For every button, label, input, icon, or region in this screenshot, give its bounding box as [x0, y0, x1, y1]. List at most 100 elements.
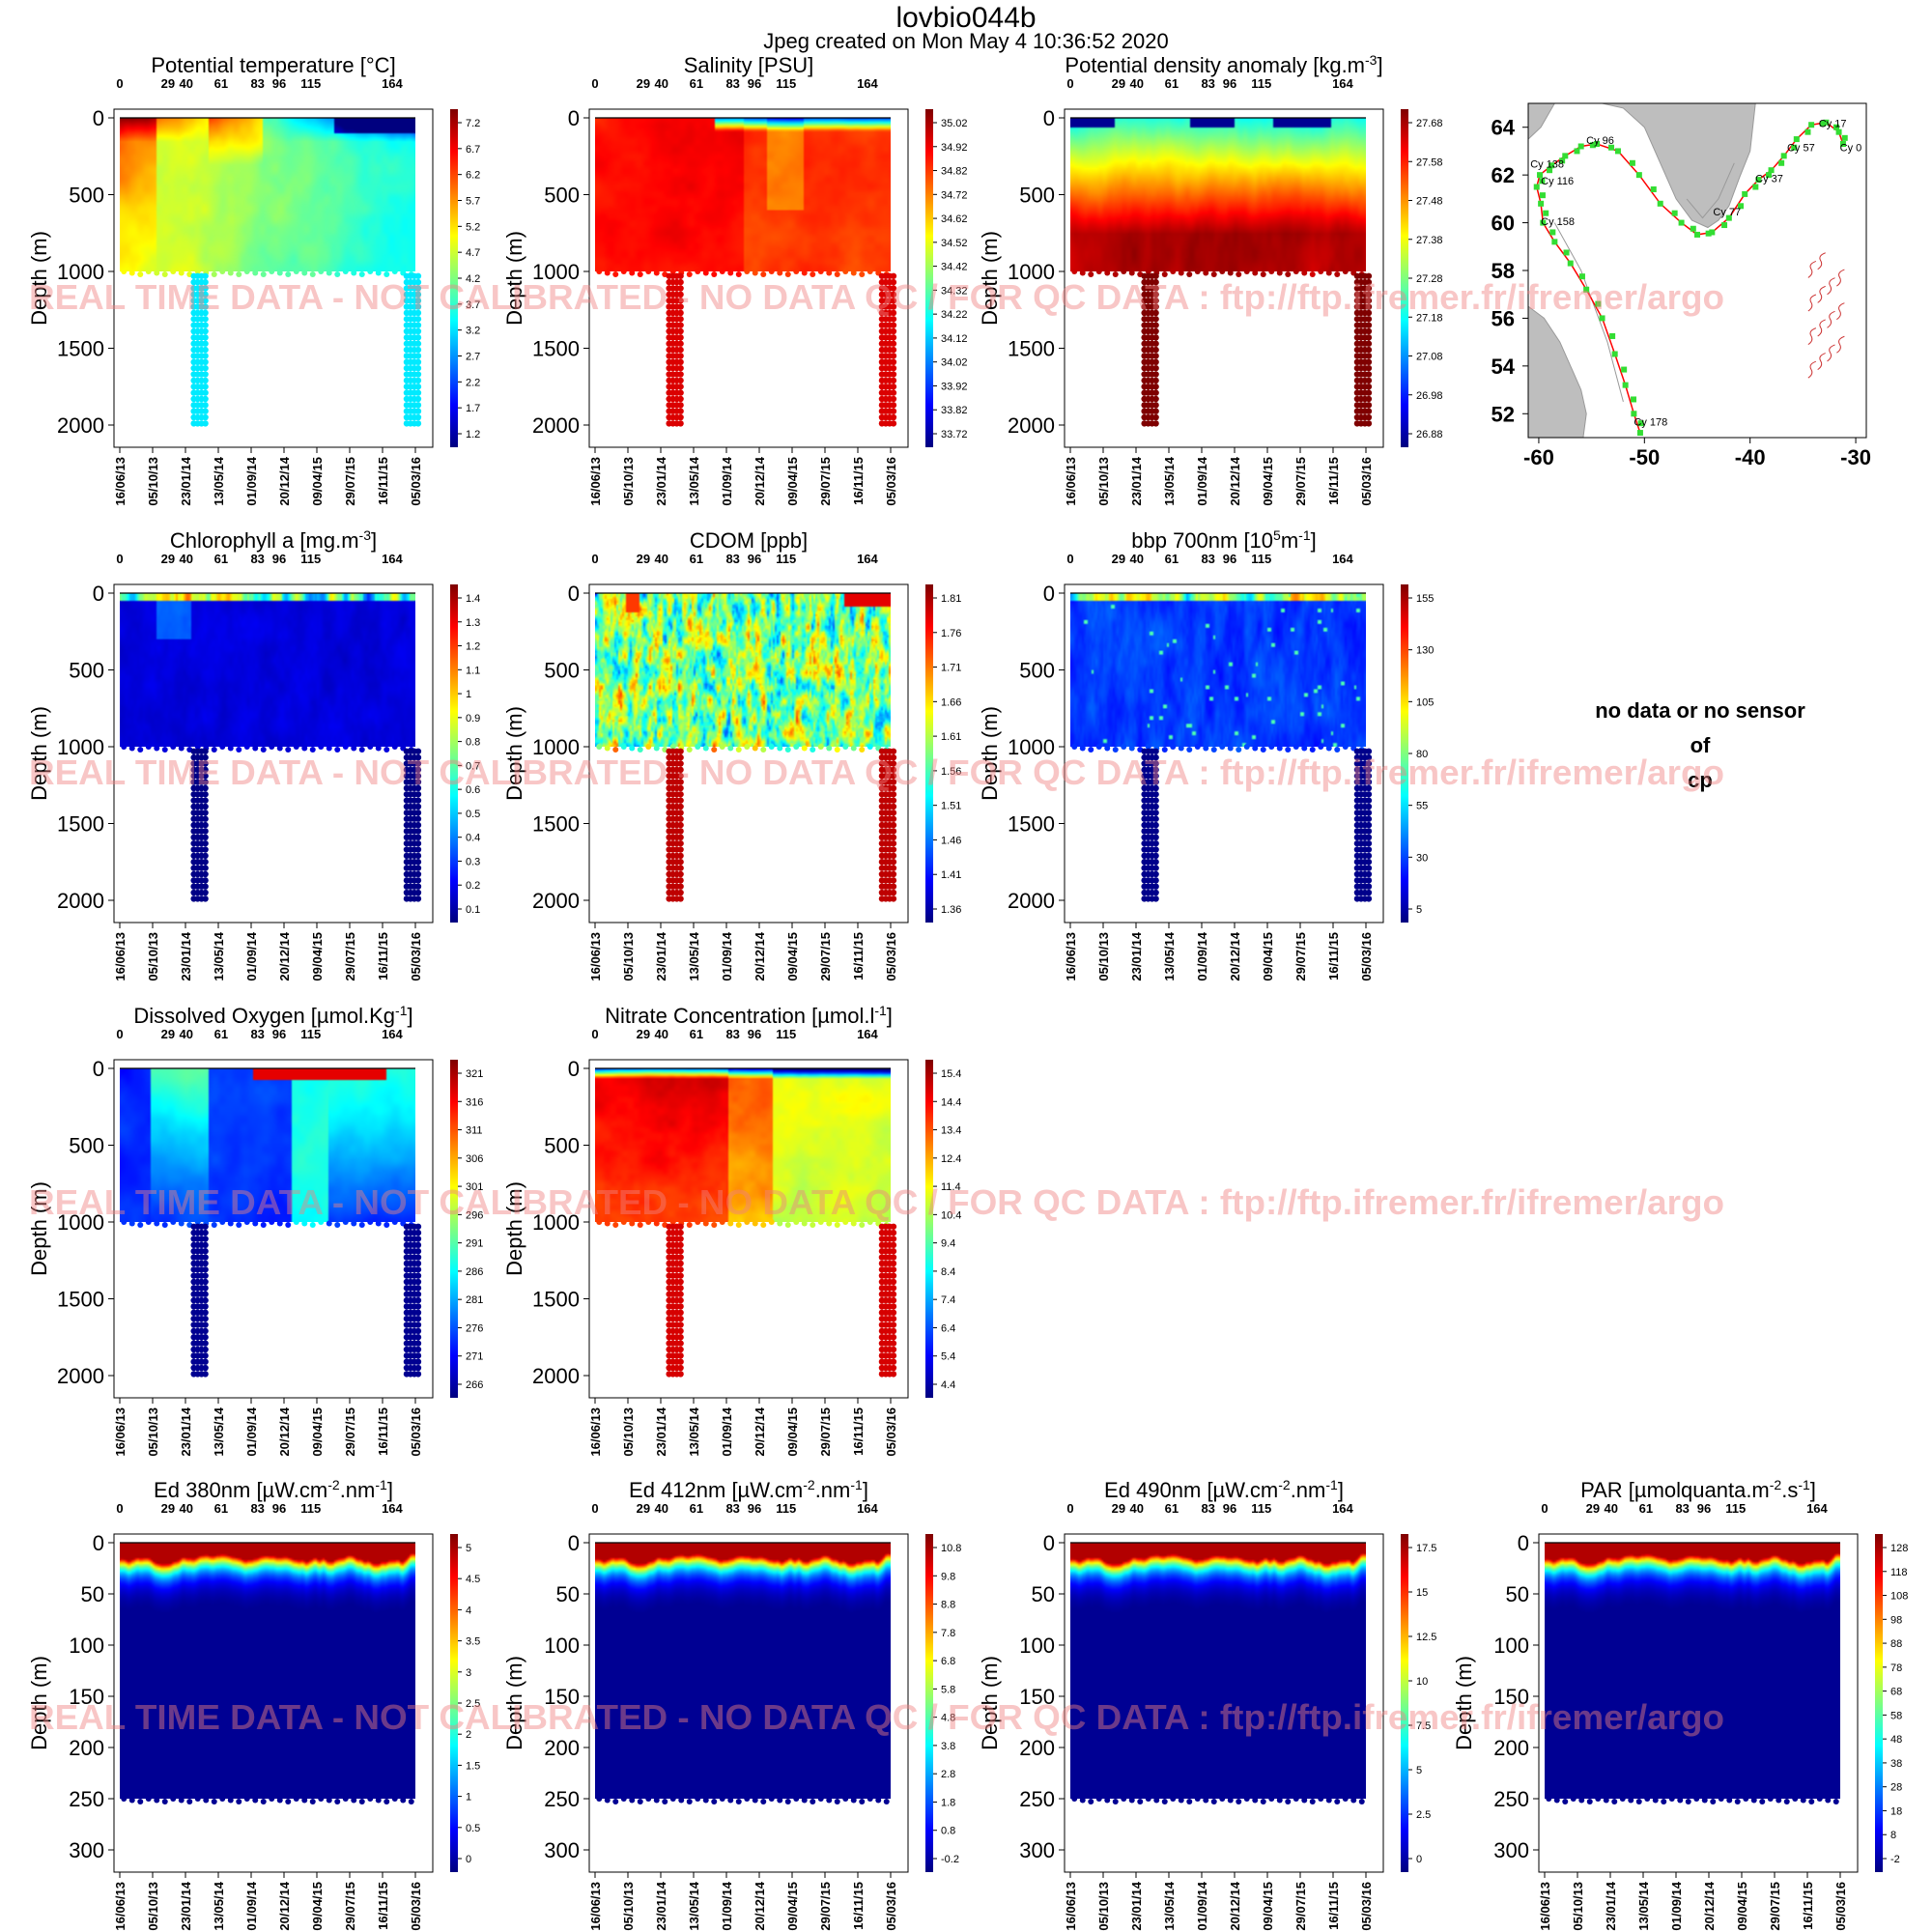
depth-axis: 0 500 1000 1500 2000 Depth (m) [502, 106, 589, 438]
profile-bottom-dot [875, 1797, 882, 1804]
cycle-tick-label: 29 [637, 76, 650, 91]
deep-profile-dot [890, 1236, 897, 1242]
cycle-tick-label: 0 [591, 76, 598, 91]
profile-bottom-dots [596, 1219, 890, 1228]
date-tick-label: 01/09/14 [720, 931, 734, 980]
profile-position [1752, 184, 1759, 190]
cycle-tick-label: 29 [161, 1501, 175, 1516]
depth-tick-label: 0 [1518, 1531, 1529, 1555]
deep-profile-dot [677, 1223, 684, 1230]
deep-profile-dot [414, 834, 422, 841]
profile-bottom-dot [1145, 269, 1151, 274]
colorbar-tick-label: 0.9 [466, 713, 480, 724]
deep-profile-dot [890, 797, 897, 804]
plot-frame [113, 1533, 434, 1873]
date-tick-label: 13/05/14 [212, 931, 226, 980]
profile-bottom-dot [620, 1796, 627, 1802]
cycle-tick-label: 0 [1066, 552, 1073, 566]
colorbar-tick-label: 48 [1890, 1734, 1902, 1746]
deep-profile-dot [890, 408, 897, 414]
panel-title: Ed 412nm [µW.cm-2.nm-1] [629, 1477, 868, 1502]
deep-profile-dot [202, 340, 209, 347]
profile-bottom-dot [1301, 745, 1308, 752]
deep-profile-dot [890, 395, 897, 403]
profile-bottom-dot [351, 270, 357, 276]
deep-profile-dot [677, 1236, 684, 1242]
deep-profile-dot [202, 1248, 209, 1255]
cycle-tick-label: 83 [725, 76, 739, 91]
profile-bottom-dot [293, 269, 299, 274]
profile-bottom-dot [702, 1797, 709, 1804]
panel-doxy: 0 29 40 61 83 96 115 164 0 500 1000 1500 2000 Depth (… [27, 1003, 483, 1457]
profile-bottom-dot [1792, 1796, 1799, 1802]
profile-bottom-dot [128, 745, 135, 752]
colorbar-tick-label: 1.81 [941, 593, 961, 605]
depth-axis-label: Depth (m) [27, 706, 51, 801]
deep-profile-dot [1152, 377, 1159, 384]
profile-bottom-dot [1276, 270, 1283, 276]
depth-tick-label: 1500 [532, 337, 580, 361]
profile-bottom-dot [243, 1796, 250, 1802]
profile-position [1839, 141, 1846, 148]
deep-profile-dot [414, 272, 422, 279]
deep-profile-dot [1152, 828, 1159, 835]
cycle-tick-label: 96 [1223, 76, 1236, 91]
profile-bottom-dot [1088, 747, 1094, 753]
profile-bottom-dot [1325, 270, 1332, 276]
profile-bottom-dot [735, 747, 742, 753]
deep-profile-dot [202, 1223, 209, 1230]
deep-profile-dot [1152, 784, 1159, 792]
colorbar-tick-label: 34.02 [941, 357, 968, 369]
profile-position [1578, 273, 1585, 280]
colorbar-tick-label: 0 [1416, 1854, 1422, 1865]
depth-axis-label: Depth (m) [502, 1181, 526, 1276]
deep-profile-dot [1152, 327, 1159, 335]
profile-bottom-dot [637, 747, 643, 753]
colorbar-tick-label: 128 [1890, 1543, 1908, 1554]
date-tick-label: 20/12/14 [277, 456, 292, 505]
profile-bottom-dot [1088, 271, 1094, 277]
no-data-line-2: of [1690, 733, 1711, 757]
profile-position [1635, 172, 1642, 179]
profile-bottom-dot [243, 744, 250, 750]
deep-profile-dot [677, 285, 684, 292]
profile-bottom-dot [604, 1797, 611, 1804]
depth-tick-label: 150 [544, 1685, 580, 1709]
deep-profile-dot [1152, 753, 1159, 761]
deep-profile-dot [890, 803, 897, 810]
profile-position [1563, 249, 1570, 256]
deep-profile-dot [890, 766, 897, 774]
panel-title: PAR [µmolquanta.m-2.s-1] [1580, 1477, 1816, 1502]
profile-bottom-dot [309, 1799, 316, 1804]
profile-bottom-dot [154, 1797, 160, 1804]
profile-bottom-dot [309, 747, 316, 753]
cycle-tick-label: 96 [748, 1027, 761, 1041]
date-tick-label: 16/06/13 [1538, 1882, 1552, 1931]
watermark-layer: REAL TIME DATA - NOT CALIBRATED - NO DAT… [29, 277, 1724, 1737]
date-tick-label: 13/05/14 [212, 456, 226, 505]
deep-profile-dot [1152, 309, 1159, 317]
profile-bottom-dot [1776, 1797, 1782, 1804]
profile-bottom-dot [367, 1219, 374, 1225]
profile-bottom-dot [826, 1220, 833, 1227]
cycle-tick-label: 115 [776, 76, 796, 91]
profile-bottom-dot [1178, 1797, 1184, 1804]
deep-profile-dot [890, 784, 897, 792]
profile-bottom-dot [719, 744, 725, 750]
cycle-tick-label: 61 [214, 1501, 228, 1516]
colorbar-tick-label: 1.1 [466, 665, 480, 676]
profile-bottom-dot [653, 270, 660, 276]
deep-profile-dot [1365, 364, 1373, 372]
deep-profile-1 [666, 272, 684, 427]
profile-bottom-dot [1145, 1796, 1151, 1802]
colorbar-tick-label: 5 [1416, 904, 1422, 916]
cycle-tick-label: 40 [655, 1501, 668, 1516]
colorbar-tick-label: 296 [466, 1209, 483, 1221]
profile-bottom-dot [351, 745, 357, 752]
deep-profile-2 [403, 1223, 422, 1378]
profile-bottom-dot [629, 1797, 636, 1804]
deep-profile-dot [1365, 389, 1373, 396]
plot-frame [113, 583, 434, 923]
colorbar-tick-label: 1.5 [466, 1760, 480, 1772]
profile-position [1559, 157, 1566, 164]
